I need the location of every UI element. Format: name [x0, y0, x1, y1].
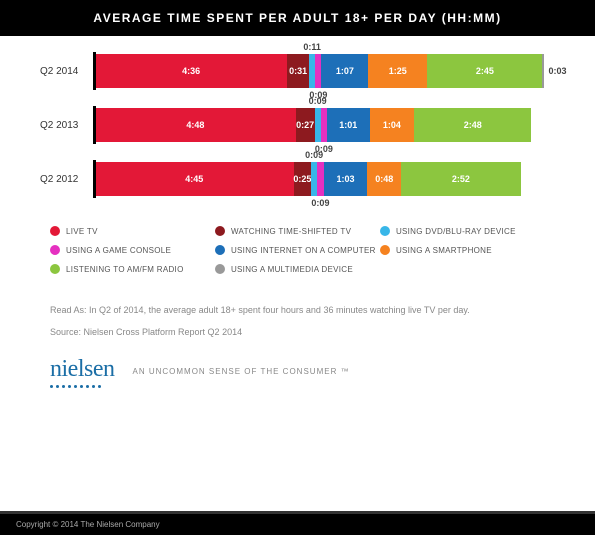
chart-title: AVERAGE TIME SPENT PER ADULT 18+ PER DAY… [0, 0, 595, 36]
bar-segment-radio: 2:48 [414, 108, 531, 142]
chart-row: Q2 20124:450:250:090:091:030:482:52 [40, 162, 555, 196]
legend-label: USING A SMARTPHONE [396, 246, 492, 255]
bar-segment-live_tv: 4:45 [95, 162, 294, 196]
bar-wrap: 4:360:310:110:091:071:252:450:03 [95, 54, 555, 88]
bar-wrap: 4:450:250:090:091:030:482:52 [95, 162, 555, 196]
bar-segment-internet: 1:07 [321, 54, 368, 88]
bar-segment-timeshift: 0:31 [287, 54, 309, 88]
legend-item: WATCHING TIME-SHIFTED TV [215, 226, 380, 236]
legend-label: USING A GAME CONSOLE [66, 246, 171, 255]
row-label: Q2 2012 [40, 174, 95, 185]
legend-label: LISTENING TO AM/FM RADIO [66, 265, 184, 274]
legend: LIVE TV WATCHING TIME-SHIFTED TV USING DVD… [0, 216, 595, 291]
source-text: Source: Nielsen Cross Platform Report Q2… [50, 325, 545, 339]
legend-swatch-icon [50, 245, 60, 255]
copyright-footer: Copyright © 2014 The Nielsen Company [0, 511, 595, 535]
legend-item: LISTENING TO AM/FM RADIO [50, 264, 215, 274]
notes: Read As: In Q2 of 2014, the average adul… [0, 291, 595, 340]
axis-tick [93, 106, 96, 144]
legend-label: USING A MULTIMEDIA DEVICE [231, 265, 353, 274]
legend-swatch-icon [215, 264, 225, 274]
legend-item: LIVE TV [50, 226, 215, 236]
stacked-bar: 4:450:250:090:091:030:482:52 [95, 162, 555, 196]
bar-segment-live_tv: 4:48 [95, 108, 296, 142]
legend-swatch-icon [215, 226, 225, 236]
brand-tagline: AN UNCOMMON SENSE OF THE CONSUMER ™ [132, 367, 349, 376]
legend-label: LIVE TV [66, 227, 98, 236]
legend-item: USING INTERNET ON A COMPUTER [215, 245, 380, 255]
legend-item: USING A SMARTPHONE [380, 245, 545, 255]
legend-swatch-icon [215, 245, 225, 255]
segment-end-label: 0:03 [548, 66, 566, 76]
legend-swatch-icon [380, 245, 390, 255]
axis-tick [93, 52, 96, 90]
bar-segment-multi: 0:03 [542, 54, 544, 88]
legend-item: USING A MULTIMEDIA DEVICE [215, 264, 380, 274]
stacked-bar: 4:360:310:110:091:071:252:450:03 [95, 54, 555, 88]
bar-segment-internet: 1:03 [324, 162, 368, 196]
row-label: Q2 2014 [40, 66, 95, 77]
bar-segment-radio: 2:45 [427, 54, 542, 88]
chart-row: Q2 20144:360:310:110:091:071:252:450:03 [40, 54, 555, 88]
legend-swatch-icon [380, 226, 390, 236]
bar-wrap: 4:480:270:090:091:011:042:48 [95, 108, 555, 142]
bar-segment-radio: 2:52 [401, 162, 521, 196]
read-as-text: Read As: In Q2 of 2014, the average adul… [50, 303, 545, 317]
legend-label: USING INTERNET ON A COMPUTER [231, 246, 376, 255]
bar-segment-internet: 1:01 [327, 108, 370, 142]
bar-segment-live_tv: 4:36 [95, 54, 287, 88]
bar-segment-timeshift: 0:27 [296, 108, 315, 142]
nielsen-dots-icon [50, 385, 114, 388]
legend-swatch-icon [50, 264, 60, 274]
legend-label: WATCHING TIME-SHIFTED TV [231, 227, 351, 236]
nielsen-logo: nielsen [50, 356, 114, 383]
segment-callout: 0:11 [303, 42, 321, 52]
bar-segment-timeshift: 0:25 [294, 162, 311, 196]
segment-callout: 0:09 [305, 150, 323, 160]
bar-segment-phone: 1:04 [370, 108, 415, 142]
row-label: Q2 2013 [40, 120, 95, 131]
bar-segment-phone: 1:25 [368, 54, 427, 88]
legend-label: USING DVD/BLU-RAY DEVICE [396, 227, 516, 236]
segment-callout: 0:09 [311, 198, 329, 208]
stacked-bar: 4:480:270:090:091:011:042:48 [95, 108, 555, 142]
axis-tick [93, 160, 96, 198]
legend-item: USING A GAME CONSOLE [50, 245, 215, 255]
chart-area: Q2 20144:360:310:110:091:071:252:450:03Q… [0, 36, 595, 196]
segment-callout: 0:09 [309, 96, 327, 106]
brand-row: nielsen AN UNCOMMON SENSE OF THE CONSUME… [0, 340, 595, 388]
legend-item: USING DVD/BLU-RAY DEVICE [380, 226, 545, 236]
chart-row: Q2 20134:480:270:090:091:011:042:48 [40, 108, 555, 142]
legend-swatch-icon [50, 226, 60, 236]
bar-segment-phone: 0:48 [367, 162, 400, 196]
